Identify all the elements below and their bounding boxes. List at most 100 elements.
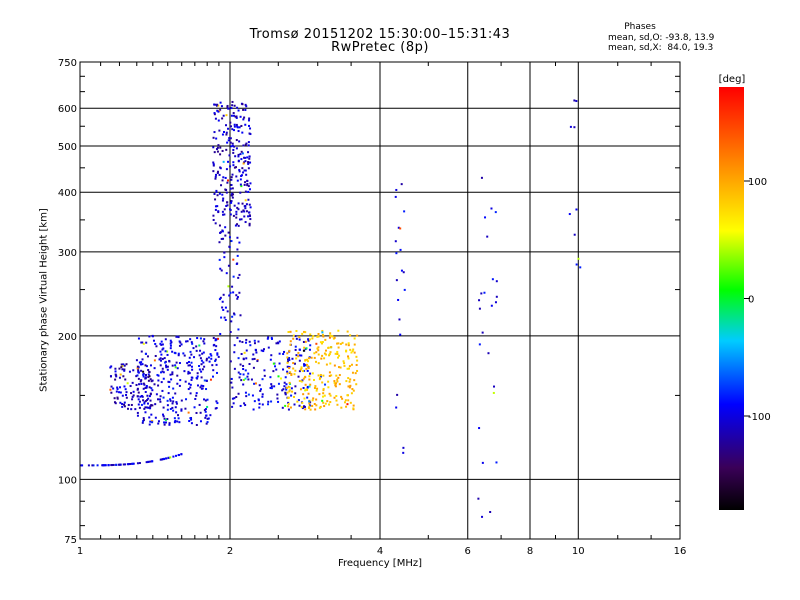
- data-point: [403, 210, 406, 213]
- data-point: [323, 405, 326, 408]
- data-point: [575, 208, 578, 211]
- data-point: [260, 349, 263, 352]
- data-point: [221, 199, 224, 202]
- data-point: [136, 387, 139, 390]
- data-point: [223, 251, 226, 254]
- data-point: [239, 178, 242, 181]
- data-point: [495, 280, 498, 283]
- data-point: [190, 341, 193, 344]
- y-tick-label: 75: [64, 535, 77, 546]
- data-point: [205, 414, 208, 417]
- data-point: [286, 370, 289, 373]
- data-point: [334, 384, 337, 387]
- data-point: [109, 375, 112, 378]
- data-point: [169, 407, 172, 410]
- data-point: [351, 388, 354, 391]
- data-point: [211, 364, 214, 367]
- data-point: [215, 345, 218, 348]
- data-point: [219, 267, 222, 270]
- data-point: [162, 347, 165, 350]
- data-point: [159, 398, 162, 401]
- data-point: [236, 254, 239, 257]
- data-point: [137, 398, 140, 401]
- data-point: [249, 182, 252, 185]
- data-point: [172, 455, 175, 458]
- data-point: [351, 350, 354, 353]
- data-point: [239, 153, 242, 156]
- data-point: [196, 372, 199, 375]
- data-point: [233, 204, 236, 207]
- data-point: [218, 258, 221, 261]
- data-point: [149, 399, 152, 402]
- data-point: [142, 373, 145, 376]
- data-point: [240, 158, 243, 161]
- data-point: [351, 371, 354, 374]
- data-point: [160, 381, 163, 384]
- data-point: [177, 454, 180, 457]
- data-point: [328, 374, 331, 377]
- data-point: [177, 352, 180, 355]
- data-point: [203, 409, 206, 412]
- data-point: [206, 398, 209, 401]
- data-point: [149, 393, 152, 396]
- data-point: [270, 383, 273, 386]
- data-point: [182, 352, 185, 355]
- data-point: [112, 387, 115, 390]
- data-point: [335, 399, 338, 402]
- y-tick-label: 500: [58, 142, 77, 153]
- data-point: [253, 400, 256, 403]
- data-point: [150, 413, 153, 416]
- y-axis-ticks: 750 600 500 400 300 200 100 75: [58, 58, 680, 546]
- data-point: [241, 167, 244, 170]
- data-point: [202, 385, 205, 388]
- data-point: [138, 462, 141, 465]
- data-point: [147, 460, 150, 463]
- data-point: [199, 357, 202, 360]
- data-point: [141, 363, 144, 366]
- data-point: [180, 453, 183, 456]
- data-point: [174, 392, 177, 395]
- data-point: [242, 364, 245, 367]
- data-point: [212, 163, 215, 166]
- data-point: [139, 363, 142, 366]
- data-point: [137, 337, 140, 340]
- data-point: [317, 332, 320, 335]
- data-point: [223, 256, 226, 259]
- data-point: [353, 343, 356, 346]
- data-point: [240, 353, 243, 356]
- data-point: [259, 389, 262, 392]
- data-point: [141, 421, 144, 424]
- data-point: [259, 388, 262, 391]
- data-point: [237, 328, 240, 331]
- data-point: [324, 349, 327, 352]
- data-point: [302, 405, 305, 408]
- data-point: [121, 364, 124, 367]
- data-point: [161, 370, 164, 373]
- data-point: [309, 372, 312, 375]
- data-point: [304, 358, 307, 361]
- data-point: [213, 131, 216, 134]
- data-point: [200, 359, 203, 362]
- data-point: [301, 401, 304, 404]
- data-point: [175, 361, 178, 364]
- data-point: [342, 360, 345, 363]
- data-point: [225, 131, 228, 134]
- data-point: [322, 335, 325, 338]
- data-point: [305, 347, 308, 350]
- y-tick-label: 400: [58, 188, 77, 199]
- data-point: [231, 104, 234, 107]
- data-point: [261, 395, 264, 398]
- data-point: [123, 369, 126, 372]
- data-point: [277, 375, 280, 378]
- data-point: [239, 183, 242, 186]
- data-point: [214, 198, 217, 201]
- data-point: [236, 206, 239, 209]
- data-point: [200, 370, 203, 373]
- data-point: [305, 367, 308, 370]
- data-point: [187, 388, 190, 391]
- data-point: [253, 339, 256, 342]
- data-point: [96, 464, 99, 467]
- data-point: [573, 233, 576, 236]
- data-point: [164, 350, 167, 353]
- data-point: [302, 393, 305, 396]
